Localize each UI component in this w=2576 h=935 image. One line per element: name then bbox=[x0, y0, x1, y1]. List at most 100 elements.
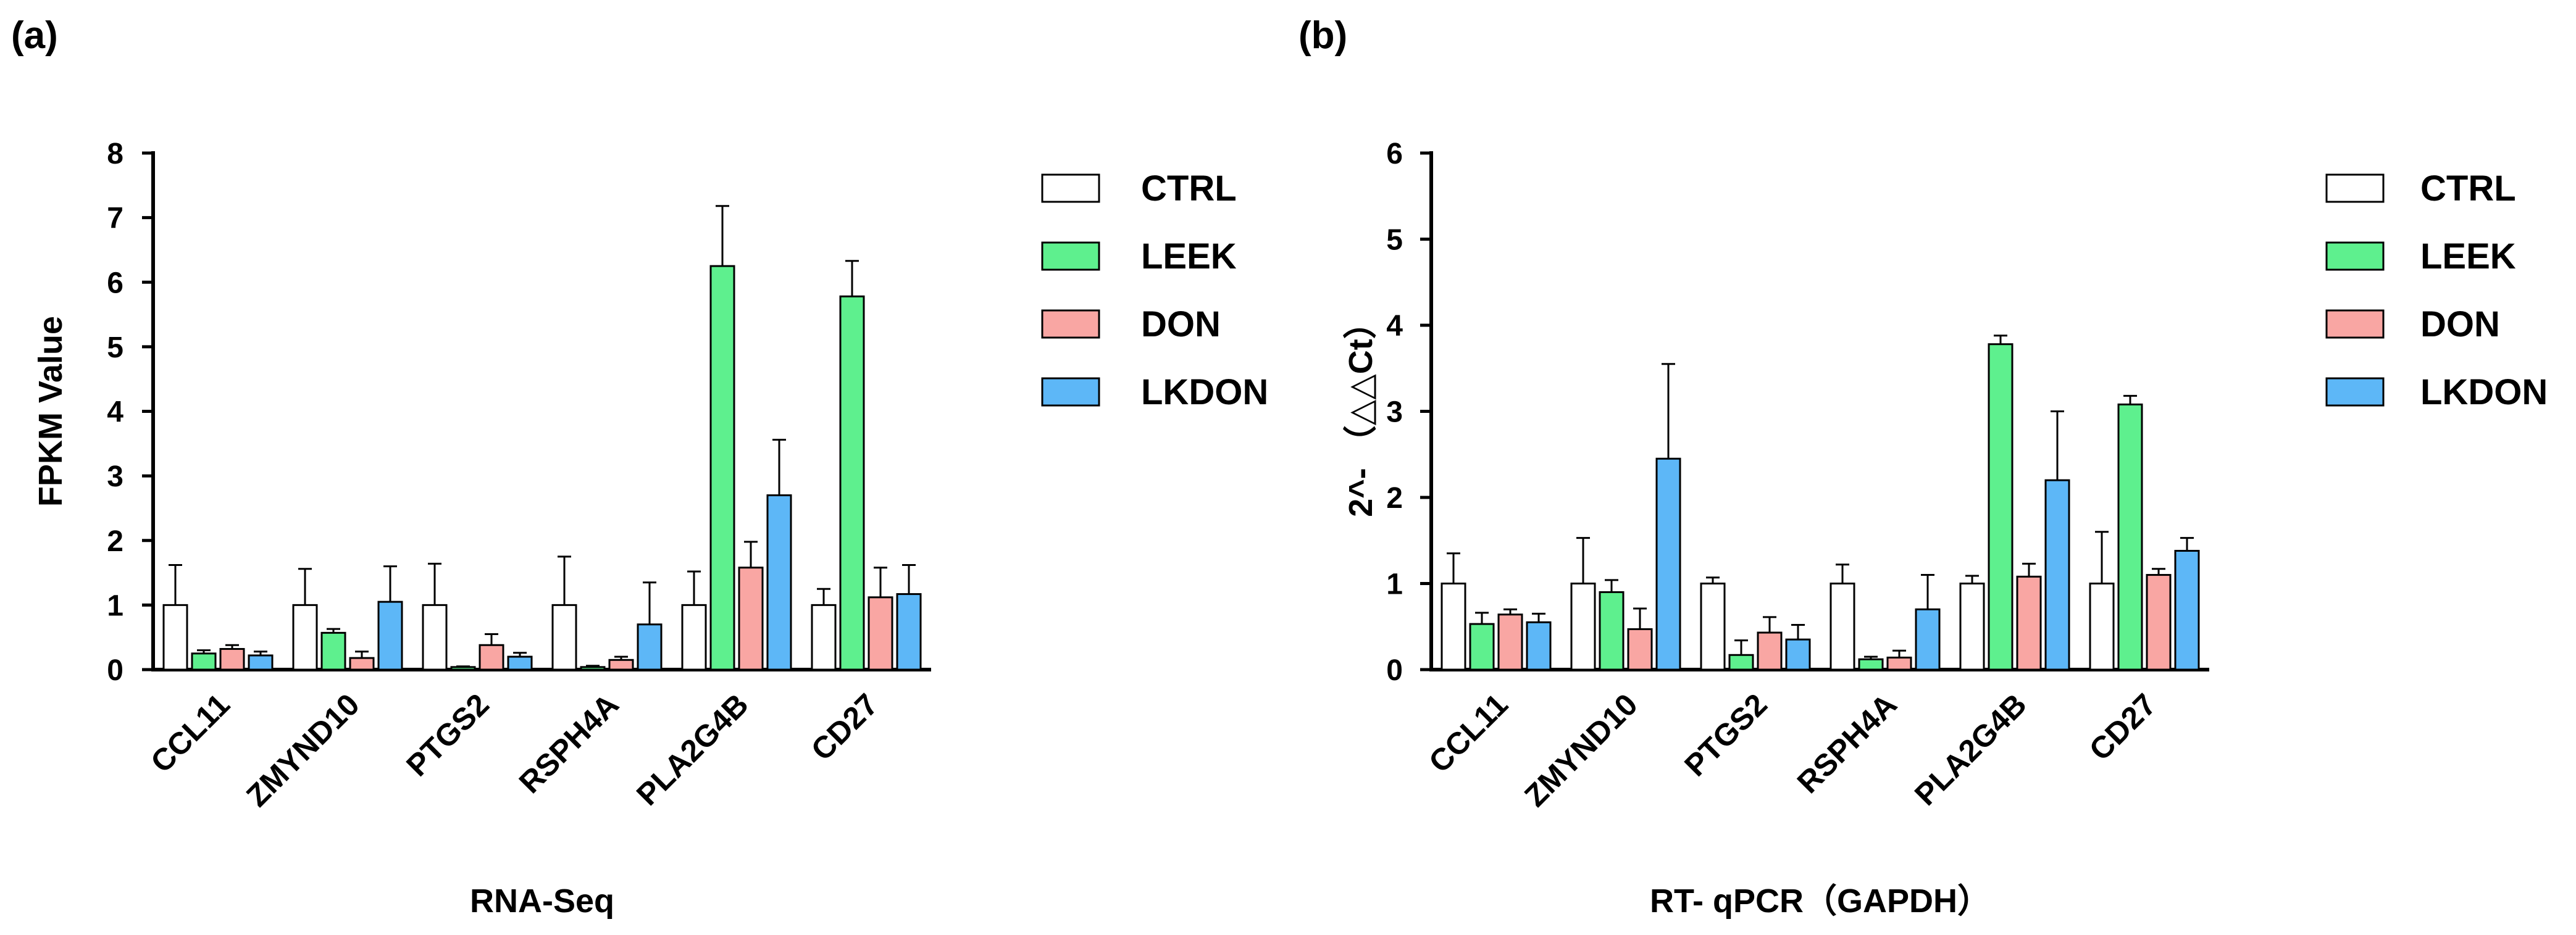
legend-label: DON bbox=[1141, 304, 1221, 344]
bar bbox=[738, 567, 764, 671]
bar bbox=[1728, 654, 1754, 671]
bar bbox=[2016, 575, 2042, 671]
y-axis-label: FPKM Value bbox=[32, 316, 69, 507]
bar bbox=[507, 655, 533, 671]
x-tick-label: PTGS2 bbox=[1678, 687, 1774, 783]
legend-label: CTRL bbox=[2420, 168, 2516, 209]
bar bbox=[2089, 583, 2115, 671]
bar bbox=[292, 604, 318, 671]
x-tick-label: RSPH4A bbox=[512, 687, 625, 800]
y-tick-label: 3 bbox=[1386, 396, 1403, 429]
legend-label: CTRL bbox=[1141, 168, 1237, 209]
bar bbox=[681, 604, 707, 671]
y-tick-label: 0 bbox=[107, 654, 123, 687]
bar bbox=[2146, 574, 2172, 671]
bar bbox=[191, 652, 217, 671]
bar bbox=[1469, 623, 1495, 671]
bar bbox=[709, 265, 735, 671]
x-tick-label: ZMYND10 bbox=[240, 687, 366, 813]
bar bbox=[349, 657, 375, 671]
legend-label: LEEK bbox=[2420, 236, 2516, 276]
bar bbox=[422, 604, 448, 671]
bar bbox=[1757, 631, 1783, 671]
bar bbox=[868, 596, 893, 671]
bar bbox=[608, 659, 634, 671]
bar bbox=[811, 604, 837, 671]
y-tick-label: 2 bbox=[107, 525, 123, 558]
chart-panel-b: 0 1 2 3 4 5 6 2^- （△△Ct） RT- qPCR（GAPDH） CCL11 ZMY… bbox=[1342, 138, 2548, 920]
x-tick-label: CCL11 bbox=[144, 687, 236, 779]
legend-swatch bbox=[2325, 377, 2385, 407]
legend-swatch bbox=[2325, 309, 2385, 339]
y-tick-label: 3 bbox=[107, 460, 123, 493]
y-tick-label: 5 bbox=[1386, 224, 1403, 257]
bar bbox=[2174, 549, 2200, 671]
bar bbox=[896, 593, 922, 671]
y-tick-label: 1 bbox=[1386, 568, 1403, 601]
legend-label: DON bbox=[2420, 304, 2500, 344]
y-tick-label: 4 bbox=[1386, 310, 1403, 343]
bar bbox=[637, 623, 663, 671]
bar bbox=[2117, 403, 2143, 671]
y-tick-label: 7 bbox=[107, 202, 123, 235]
y-tick-label: 5 bbox=[107, 331, 123, 364]
bar bbox=[1655, 457, 1681, 671]
bar bbox=[1886, 656, 1912, 671]
legend-swatch bbox=[1041, 241, 1100, 271]
bar bbox=[1497, 613, 1523, 671]
bar bbox=[1915, 608, 1941, 671]
x-tick-label: ZMYND10 bbox=[1518, 687, 1644, 813]
bar bbox=[162, 604, 188, 671]
x-tick-label: PLA2G4B bbox=[630, 687, 755, 812]
chart-panel-a: 0 1 2 3 4 5 6 7 8 FPKM Value RNA-Seq CCL11 ZMYND10 PT… bbox=[32, 138, 1268, 920]
bar bbox=[1570, 583, 1596, 671]
y-tick-label: 8 bbox=[107, 138, 123, 170]
legend-swatch bbox=[1041, 377, 1100, 407]
y-tick-label: 6 bbox=[1386, 138, 1403, 170]
legend-swatch bbox=[2325, 241, 2385, 271]
x-axis-label: RT- qPCR（GAPDH） bbox=[1650, 883, 1991, 920]
bar bbox=[551, 604, 577, 671]
bar bbox=[1526, 621, 1552, 671]
legend-label: LEEK bbox=[1141, 236, 1237, 276]
bar bbox=[377, 600, 403, 671]
bar bbox=[450, 666, 476, 671]
bar bbox=[1599, 591, 1625, 671]
bar bbox=[479, 644, 504, 671]
y-tick-label: 1 bbox=[107, 589, 123, 622]
bar bbox=[839, 295, 865, 671]
bar bbox=[580, 666, 606, 671]
bar bbox=[1441, 583, 1466, 671]
legend-label: LKDON bbox=[1141, 372, 1268, 412]
bar bbox=[1830, 583, 1855, 671]
x-tick-label: PTGS2 bbox=[399, 687, 496, 783]
y-axis-label: 2^- （△△Ct） bbox=[1342, 305, 1379, 517]
bar bbox=[248, 654, 274, 671]
x-axis-label: RNA-Seq bbox=[470, 883, 614, 920]
x-tick-label: CD27 bbox=[2083, 687, 2163, 767]
bar bbox=[320, 631, 346, 671]
x-tick-label: CCL11 bbox=[1422, 687, 1515, 779]
y-tick-label: 6 bbox=[107, 267, 123, 299]
legend-swatch bbox=[1041, 173, 1100, 203]
x-tick-label: RSPH4A bbox=[1791, 687, 1904, 800]
bar bbox=[1959, 583, 1985, 671]
x-tick-label: CD27 bbox=[805, 687, 885, 767]
bar bbox=[1988, 343, 2014, 671]
bar bbox=[1858, 658, 1884, 671]
bar bbox=[1700, 583, 1726, 671]
legend-label: LKDON bbox=[2420, 372, 2548, 412]
panel-b-label: (b) bbox=[1298, 14, 1347, 57]
bar bbox=[219, 648, 245, 671]
bar bbox=[1627, 628, 1653, 671]
legend-swatch bbox=[2325, 173, 2385, 203]
legend-swatch bbox=[1041, 309, 1100, 339]
y-tick-label: 4 bbox=[107, 396, 123, 429]
bar bbox=[1785, 638, 1811, 671]
panel-a-label: (a) bbox=[11, 14, 58, 57]
y-tick-label: 2 bbox=[1386, 482, 1403, 515]
x-tick-label: PLA2G4B bbox=[1908, 687, 2033, 812]
bar bbox=[766, 494, 792, 671]
y-tick-label: 0 bbox=[1386, 654, 1403, 687]
